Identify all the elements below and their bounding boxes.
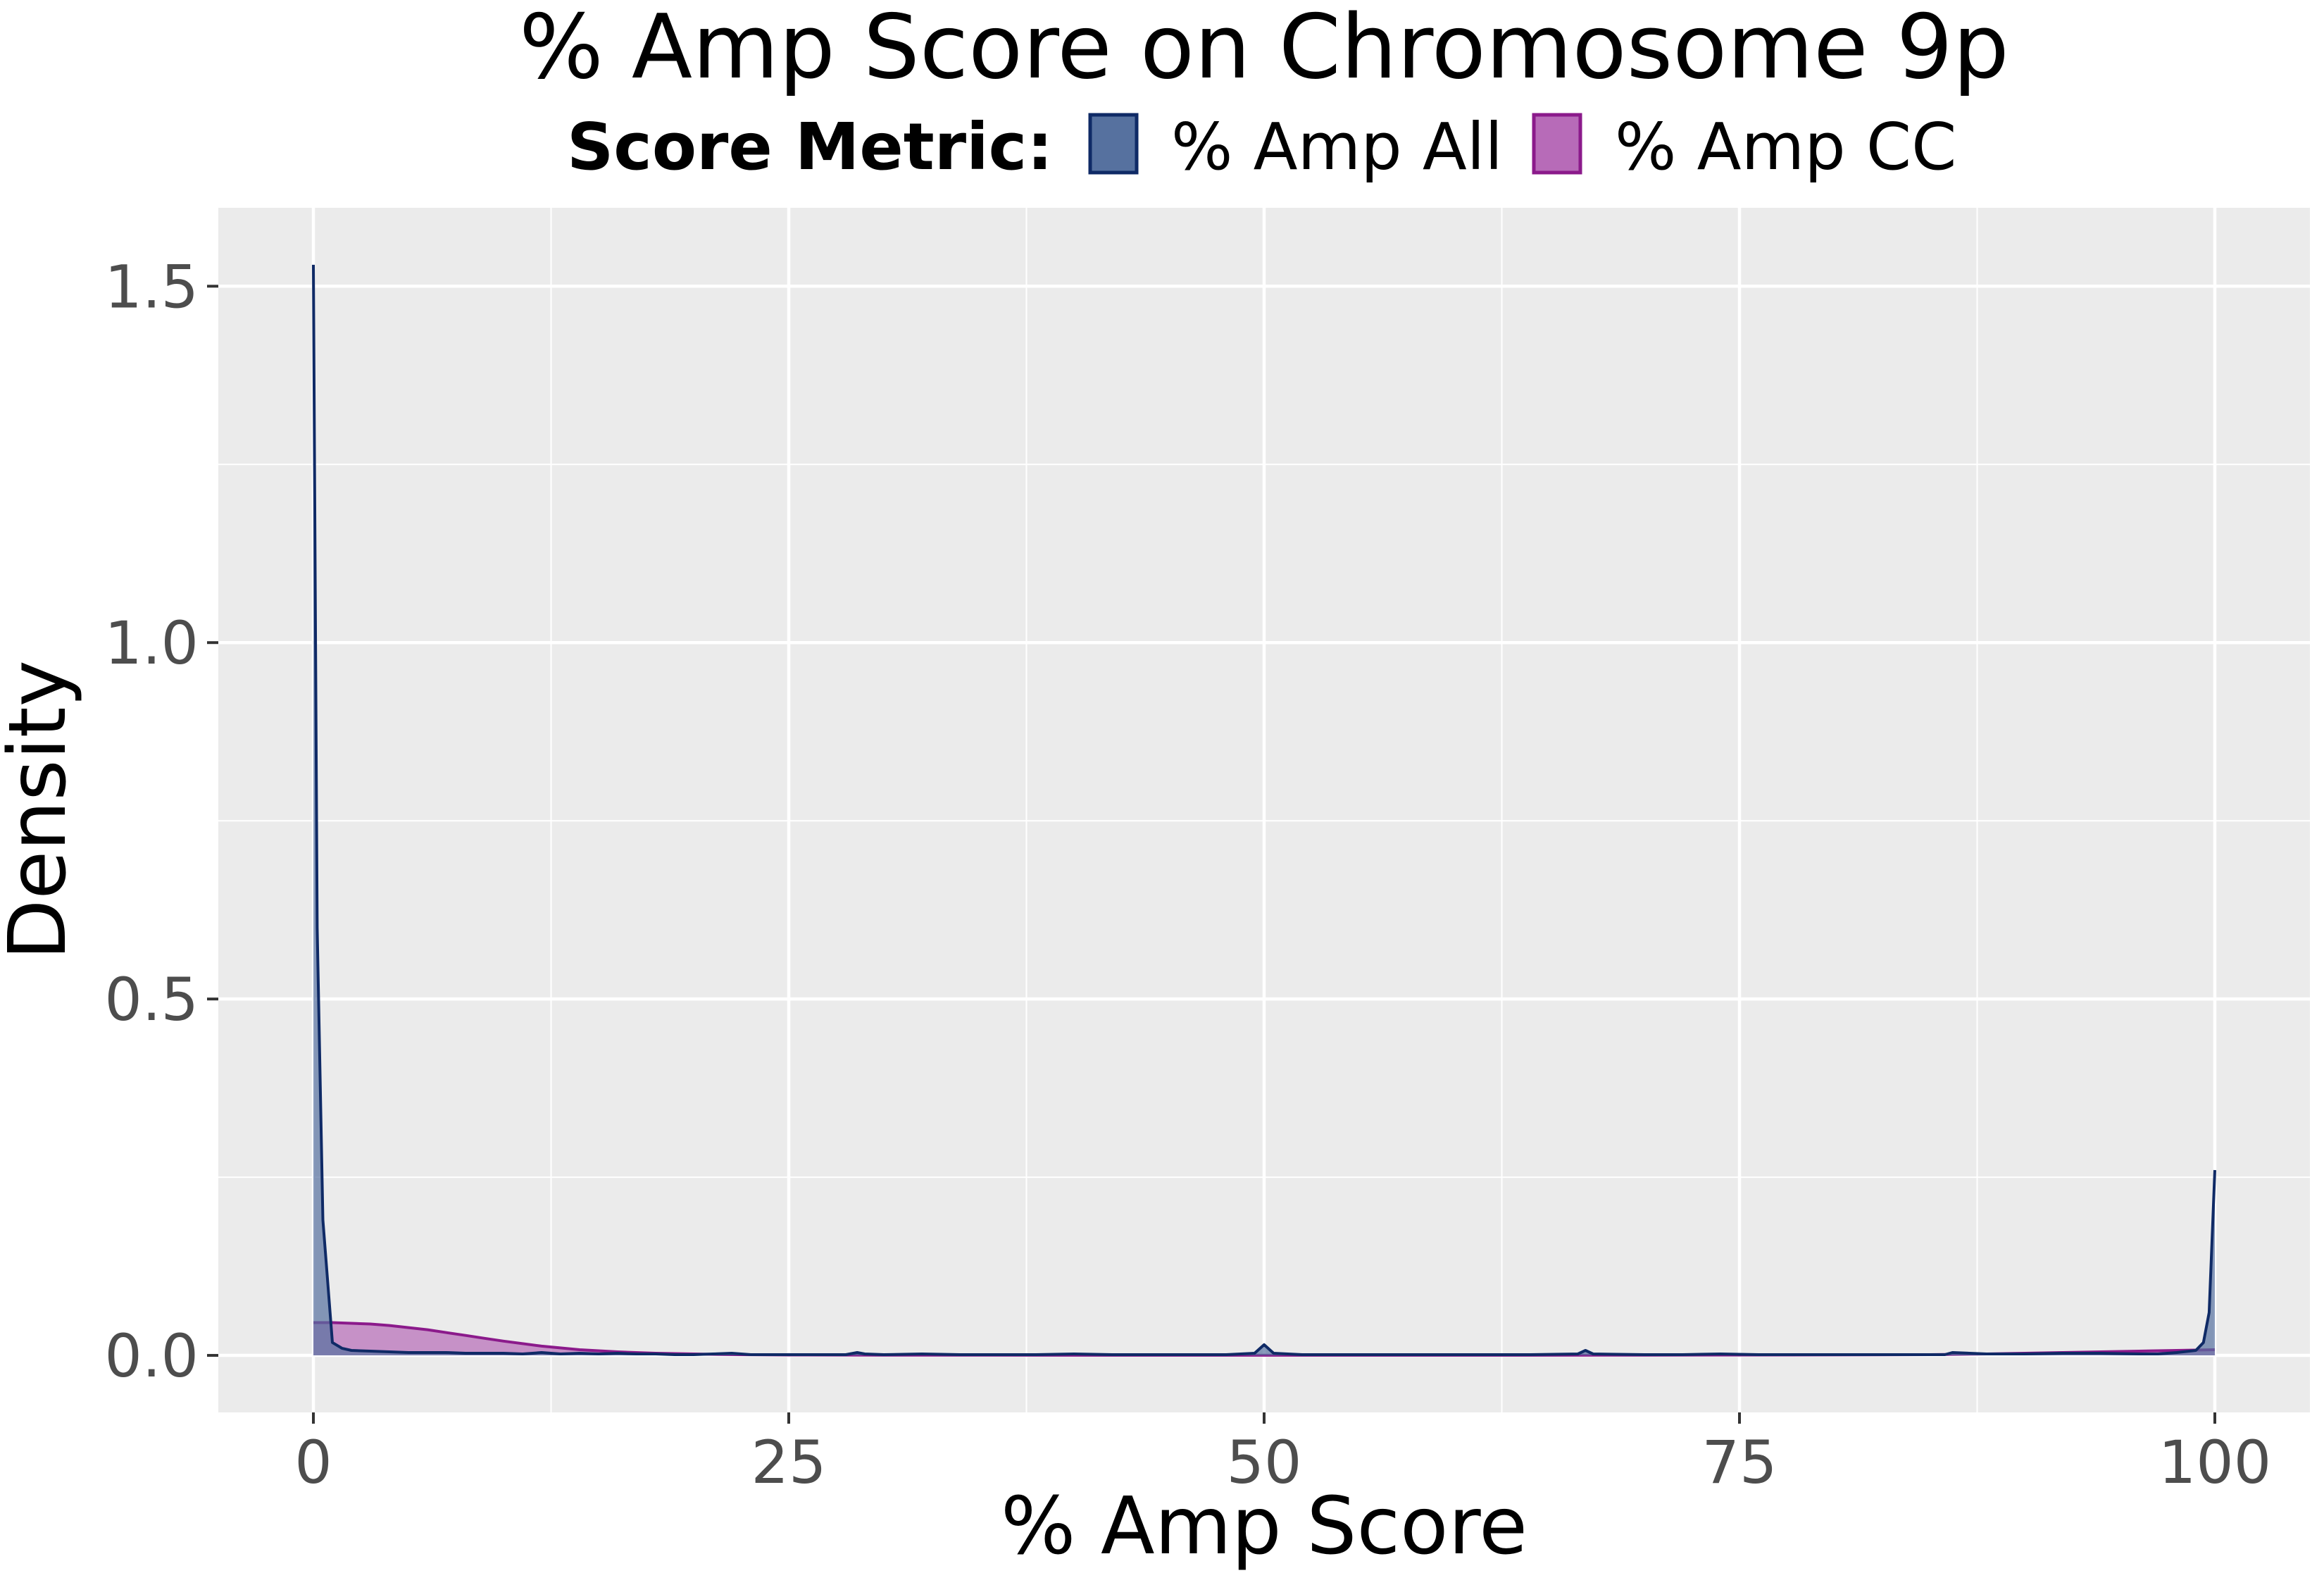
x-tick-label: 75	[1702, 1428, 1778, 1497]
legend-title: Score Metric:	[567, 109, 1053, 185]
chart-title: % Amp Score on Chromosome 9p	[519, 0, 2009, 99]
x-tick-label: 50	[1227, 1428, 1302, 1497]
x-tick-label: 100	[2159, 1428, 2271, 1497]
x-tick-label: 25	[751, 1428, 827, 1497]
y-tick-label: 1.0	[104, 609, 199, 678]
y-tick-label: 1.5	[104, 252, 199, 321]
series-line-amp-all	[312, 264, 2216, 1356]
legend-label-amp-all: % Amp All	[1171, 109, 1503, 185]
legend-label-amp-cc: % Amp CC	[1615, 109, 1956, 185]
legend-swatch-amp-cc	[1532, 113, 1582, 175]
legend: Score Metric: % Amp All % Amp CC	[567, 109, 1956, 185]
y-axis-title: Density	[0, 660, 84, 960]
x-axis-title: % Amp Score	[1001, 1481, 1528, 1572]
y-tick-label: 0.5	[104, 965, 199, 1034]
axes: 0 25 50 75 100 0.0 0.5 1.0 1.5	[104, 252, 2271, 1497]
series-layer	[312, 264, 2216, 1357]
y-tick-label: 0.0	[104, 1322, 199, 1391]
x-tick-label: 0	[294, 1428, 332, 1497]
legend-swatch-amp-all	[1088, 113, 1139, 175]
